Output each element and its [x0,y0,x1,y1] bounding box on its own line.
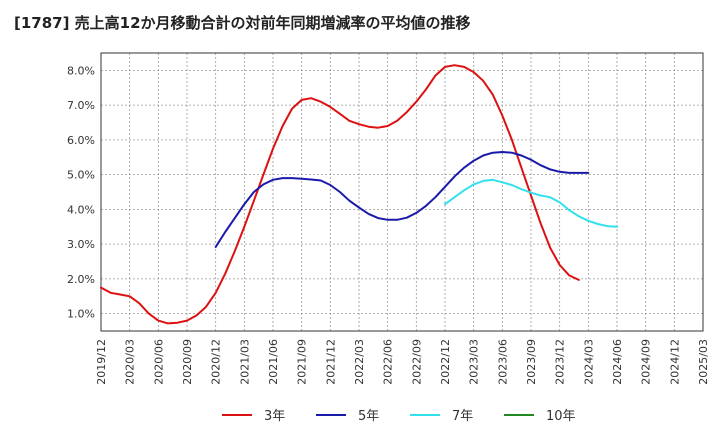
series-line [214,151,590,248]
x-tick-label: 2024/06 [611,339,624,385]
x-tick-label: 2024/03 [582,339,595,385]
legend-label: 5年 [358,409,379,424]
legend-label: 3年 [264,409,285,424]
series-line [100,64,580,325]
x-tick-label: 2021/06 [267,339,280,385]
chart-title: [1787] 売上高12か月移動合計の対前年同期増減率の平均値の推移 [14,14,471,32]
x-tick-label: 2021/12 [324,339,337,385]
y-tick-label: 4.0% [67,203,95,216]
legend-label: 10年 [546,409,576,424]
plot-area [101,53,703,331]
x-tick-label: 2022/09 [410,339,423,385]
x-tick-label: 2021/03 [238,339,251,385]
x-tick-label: 2023/06 [496,339,509,385]
x-tick-label: 2021/09 [296,339,309,385]
y-tick-label: 7.0% [67,99,95,112]
y-tick-label: 2.0% [67,273,95,286]
y-tick-label: 1.0% [67,308,95,321]
x-tick-label: 2025/03 [697,339,710,385]
y-tick-label: 8.0% [67,64,95,77]
x-tick-label: 2024/12 [668,339,681,385]
x-tick-label: 2020/06 [152,339,165,385]
legend-label: 7年 [452,409,473,424]
y-tick-label: 6.0% [67,134,95,147]
y-tick-label: 3.0% [67,238,95,251]
x-tick-label: 2020/09 [181,339,194,385]
series-line [444,178,618,228]
x-tick-label: 2023/03 [468,339,481,385]
x-tick-label: 2022/06 [382,339,395,385]
x-tick-label: 2019/12 [95,339,108,385]
x-tick-label: 2023/12 [554,339,567,385]
x-tick-label: 2022/03 [353,339,366,385]
x-tick-label: 2023/09 [525,339,538,385]
plot-frame [100,52,704,332]
x-tick-label: 2024/09 [640,339,653,385]
x-tick-label: 2020/03 [124,339,137,385]
x-tick-label: 2020/12 [210,339,223,385]
x-tick-label: 2022/12 [439,339,452,385]
y-tick-label: 5.0% [67,169,95,182]
